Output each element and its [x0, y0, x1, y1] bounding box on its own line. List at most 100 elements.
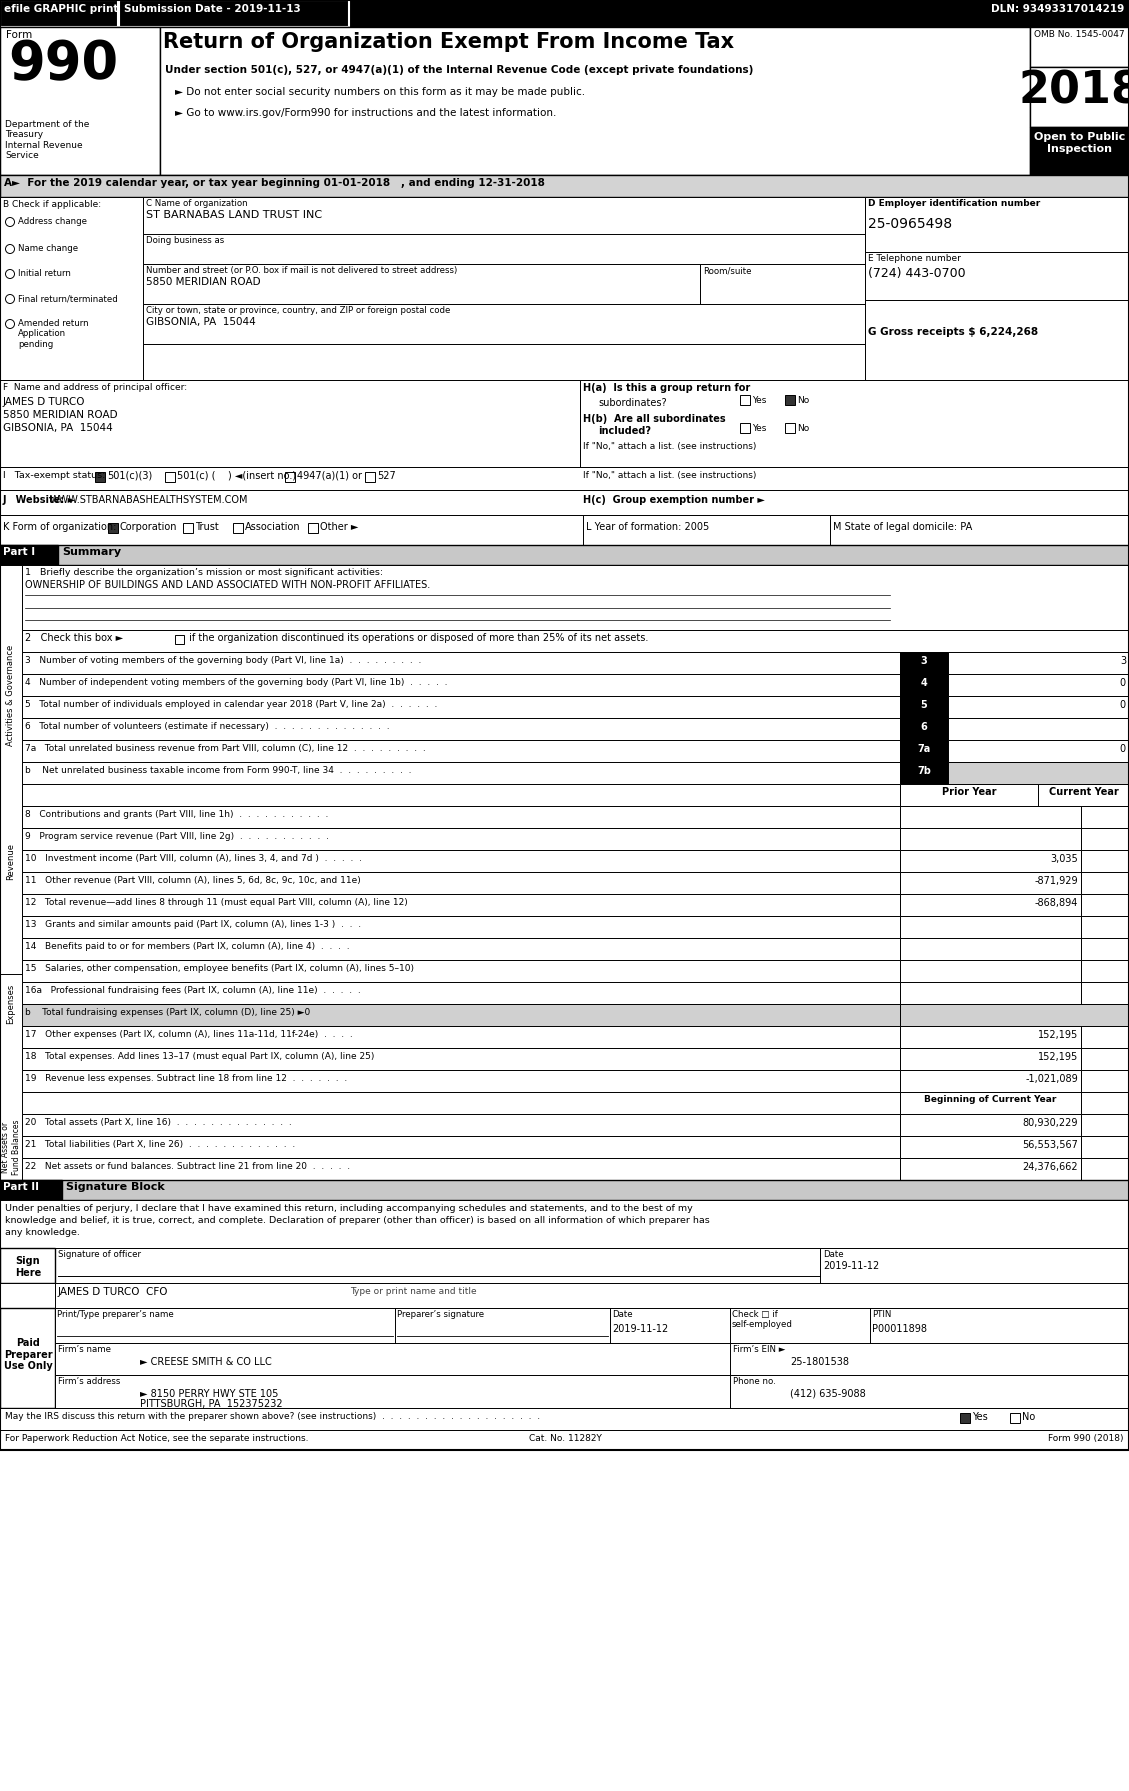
Text: Preparer’s signature: Preparer’s signature: [397, 1309, 484, 1318]
Text: Phone no.: Phone no.: [733, 1377, 776, 1386]
Text: 10   Investment income (Part VIII, column (A), lines 3, 4, and 7d )  .  .  .  . : 10 Investment income (Part VIII, column …: [25, 854, 362, 863]
Text: b    Total fundraising expenses (Part IX, column (D), line 25) ►0: b Total fundraising expenses (Part IX, c…: [25, 1008, 310, 1017]
Text: 3: 3: [1120, 656, 1126, 666]
Text: PITTSBURGH, PA  152375232: PITTSBURGH, PA 152375232: [140, 1399, 282, 1410]
Bar: [739, 396, 750, 405]
Text: M State of legal domicile: PA: M State of legal domicile: PA: [833, 521, 972, 532]
Text: 501(c)(3): 501(c)(3): [107, 471, 152, 482]
Bar: [865, 253, 1129, 301]
Text: 0: 0: [1120, 743, 1126, 754]
Bar: [21, 1005, 900, 1026]
Bar: [21, 697, 900, 718]
Text: Corporation: Corporation: [120, 521, 177, 532]
Bar: [0, 380, 1129, 467]
Bar: [1080, 960, 1129, 981]
Text: OWNERSHIP OF BUILDINGS AND LAND ASSOCIATED WITH NON-PROFIT AFFILIATES.: OWNERSHIP OF BUILDINGS AND LAND ASSOCIAT…: [25, 580, 430, 589]
Text: 4   Number of independent voting members of the governing body (Part VI, line 1b: 4 Number of independent voting members o…: [25, 679, 447, 688]
Bar: [900, 1048, 1080, 1069]
Text: 990: 990: [8, 38, 119, 90]
Bar: [0, 0, 119, 27]
Text: H(c)  Group exemption number ►: H(c) Group exemption number ►: [583, 494, 764, 505]
Text: ► CREESE SMITH & CO LLC: ► CREESE SMITH & CO LLC: [140, 1358, 272, 1367]
Text: PTIN: PTIN: [872, 1309, 892, 1318]
Bar: [143, 197, 865, 380]
Text: GIBSONIA, PA  15044: GIBSONIA, PA 15044: [146, 317, 256, 328]
Text: Revenue: Revenue: [7, 842, 16, 879]
Text: 18   Total expenses. Add lines 13–17 (must equal Part IX, column (A), line 25): 18 Total expenses. Add lines 13–17 (must…: [25, 1051, 375, 1060]
Text: 501(c) (    ) ◄(insert no.): 501(c) ( ) ◄(insert no.): [177, 471, 296, 482]
Text: Return of Organization Exempt From Income Tax: Return of Organization Exempt From Incom…: [163, 32, 734, 52]
Bar: [900, 1093, 1080, 1114]
Text: If "No," attach a list. (see instructions): If "No," attach a list. (see instruction…: [583, 442, 756, 451]
Bar: [948, 673, 1129, 697]
Text: May the IRS discuss this return with the preparer shown above? (see instructions: May the IRS discuss this return with the…: [5, 1411, 540, 1420]
Text: City or town, state or province, country, and ZIP or foreign postal code: City or town, state or province, country…: [146, 306, 450, 315]
Bar: [900, 1069, 1080, 1093]
Bar: [95, 473, 105, 482]
Bar: [365, 473, 375, 482]
Bar: [1080, 851, 1129, 872]
Text: Under section 501(c), 527, or 4947(a)(1) of the Internal Revenue Code (except pr: Under section 501(c), 527, or 4947(a)(1)…: [165, 64, 753, 75]
Bar: [21, 872, 900, 894]
Bar: [0, 27, 160, 176]
Bar: [1080, 1026, 1129, 1048]
Text: 2018: 2018: [1018, 70, 1129, 113]
Text: 4: 4: [920, 679, 927, 688]
Bar: [700, 263, 865, 304]
Text: 2019-11-12: 2019-11-12: [612, 1324, 668, 1334]
Circle shape: [6, 294, 15, 303]
Bar: [0, 1248, 55, 1282]
Text: Association: Association: [245, 521, 300, 532]
Text: WWW.STBARNABASHEALTHSYSTEM.COM: WWW.STBARNABASHEALTHSYSTEM.COM: [50, 494, 248, 505]
Text: Net Assets or
Fund Balances: Net Assets or Fund Balances: [1, 1119, 20, 1175]
Text: I   Tax-exempt status:: I Tax-exempt status:: [3, 471, 105, 480]
Text: -868,894: -868,894: [1034, 897, 1078, 908]
Text: 56,553,567: 56,553,567: [1022, 1141, 1078, 1150]
Bar: [0, 491, 1129, 516]
Text: No: No: [797, 396, 809, 405]
Bar: [21, 718, 900, 740]
Text: 14   Benefits paid to or for members (Part IX, column (A), line 4)  .  .  .  .: 14 Benefits paid to or for members (Part…: [25, 942, 350, 951]
Text: (724) 443-0700: (724) 443-0700: [868, 267, 965, 279]
Text: Trust: Trust: [195, 521, 219, 532]
Bar: [0, 1307, 1129, 1408]
Bar: [900, 827, 1080, 851]
Text: DLN: 93493317014219: DLN: 93493317014219: [991, 4, 1124, 14]
Text: For Paperwork Reduction Act Notice, see the separate instructions.: For Paperwork Reduction Act Notice, see …: [5, 1435, 308, 1444]
Bar: [21, 761, 900, 784]
Text: Cat. No. 11282Y: Cat. No. 11282Y: [528, 1435, 602, 1444]
Bar: [21, 1069, 900, 1093]
Bar: [143, 235, 865, 263]
Text: Address change: Address change: [18, 217, 87, 226]
Bar: [1010, 1413, 1019, 1424]
Text: Date: Date: [823, 1250, 843, 1259]
Bar: [21, 1135, 900, 1159]
Text: 12   Total revenue—add lines 8 through 11 (must equal Part VIII, column (A), lin: 12 Total revenue—add lines 8 through 11 …: [25, 897, 408, 906]
Bar: [0, 516, 1129, 544]
Bar: [900, 718, 948, 740]
Text: 5: 5: [920, 700, 927, 709]
Text: G Gross receipts $ 6,224,268: G Gross receipts $ 6,224,268: [868, 328, 1039, 337]
Bar: [0, 1307, 55, 1408]
Text: Prior Year: Prior Year: [942, 786, 996, 797]
Bar: [21, 915, 900, 938]
Bar: [0, 380, 580, 467]
Text: Form 990 (2018): Form 990 (2018): [1049, 1435, 1124, 1444]
Text: Print/Type preparer’s name: Print/Type preparer’s name: [56, 1309, 174, 1318]
Bar: [143, 304, 865, 344]
Text: Signature of officer: Signature of officer: [58, 1250, 141, 1259]
Text: 13   Grants and similar amounts paid (Part IX, column (A), lines 1-3 )  .  .  .: 13 Grants and similar amounts paid (Part…: [25, 921, 361, 930]
Text: 5850 MERIDIAN ROAD: 5850 MERIDIAN ROAD: [146, 278, 261, 287]
Bar: [830, 516, 1129, 544]
Bar: [143, 344, 865, 380]
Bar: [175, 636, 184, 645]
Bar: [21, 1093, 900, 1114]
Bar: [0, 1282, 55, 1307]
Text: 0: 0: [1120, 679, 1126, 688]
Bar: [900, 872, 1080, 894]
Bar: [1080, 1159, 1129, 1180]
Text: Firm’s name: Firm’s name: [58, 1345, 111, 1354]
Text: Activities & Governance: Activities & Governance: [7, 645, 16, 745]
Text: Beginning of Current Year: Beginning of Current Year: [924, 1094, 1057, 1103]
Bar: [580, 380, 1129, 467]
